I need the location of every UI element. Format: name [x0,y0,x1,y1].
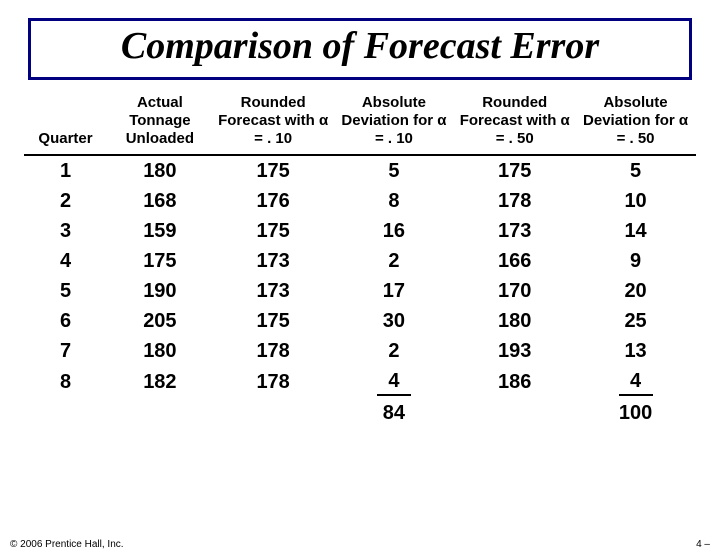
title-box: Comparison of Forecast Error [28,18,692,80]
cell-actual: 182 [107,366,213,398]
col-forecast-10: Rounded Forecast with α = . 10 [213,92,334,155]
table-row: 62051753018025 [24,306,696,336]
col-forecast-50: Rounded Forecast with α = . 50 [454,92,575,155]
cell-d10: 8 [334,186,455,216]
cell-f10: 178 [213,336,334,366]
cell-f50: 186 [454,366,575,398]
cell-f50: 170 [454,276,575,306]
cell-actual: 180 [107,336,213,366]
cell-actual: 180 [107,155,213,186]
cell-quarter: 1 [24,155,107,186]
cell-actual: 205 [107,306,213,336]
table-row: 818217841864 [24,366,696,398]
page-number: 4 – [696,539,710,550]
cell-quarter: 3 [24,216,107,246]
table-header-row: Quarter Actual Tonnage Unloaded Rounded … [24,92,696,155]
cell-f50: 178 [454,186,575,216]
cell-quarter: 5 [24,276,107,306]
table-row: 31591751617314 [24,216,696,246]
cell-quarter: 2 [24,186,107,216]
cell-d10: 30 [334,306,455,336]
cell-f50: 193 [454,336,575,366]
cell-f50: 180 [454,306,575,336]
cell-quarter: 6 [24,306,107,336]
cell-actual: 168 [107,186,213,216]
table-row: 2168176817810 [24,186,696,216]
sum-d50: 100 [575,398,696,428]
table-sum-row: 84 100 [24,398,696,428]
cell-f10: 178 [213,366,334,398]
cell-d10: 2 [334,246,455,276]
cell-d10: 4 [334,366,455,398]
cell-d50: 13 [575,336,696,366]
cell-f10: 175 [213,216,334,246]
slide-title: Comparison of Forecast Error [41,27,679,67]
cell-empty [107,398,213,428]
cell-d50: 14 [575,216,696,246]
forecast-table: Quarter Actual Tonnage Unloaded Rounded … [24,92,696,428]
cell-empty [213,398,334,428]
table-row: 417517321669 [24,246,696,276]
cell-d50: 4 [575,366,696,398]
cell-d10: 2 [334,336,455,366]
cell-d50: 5 [575,155,696,186]
cell-f10: 175 [213,155,334,186]
table-row: 118017551755 [24,155,696,186]
cell-d10: 16 [334,216,455,246]
cell-f10: 173 [213,246,334,276]
cell-quarter: 8 [24,366,107,398]
cell-f50: 173 [454,216,575,246]
cell-d50: 25 [575,306,696,336]
col-deviation-50: Absolute Deviation for α = . 50 [575,92,696,155]
table-row: 51901731717020 [24,276,696,306]
cell-actual: 175 [107,246,213,276]
col-deviation-10: Absolute Deviation for α = . 10 [334,92,455,155]
copyright-text: © 2006 Prentice Hall, Inc. [10,539,124,550]
cell-d50: 10 [575,186,696,216]
col-actual-tonnage: Actual Tonnage Unloaded [107,92,213,155]
forecast-table-wrap: Quarter Actual Tonnage Unloaded Rounded … [24,92,696,428]
cell-f10: 173 [213,276,334,306]
cell-quarter: 7 [24,336,107,366]
table-row: 7180178219313 [24,336,696,366]
cell-f50: 175 [454,155,575,186]
sum-d10: 84 [334,398,455,428]
cell-f50: 166 [454,246,575,276]
cell-d50: 20 [575,276,696,306]
table-body: 1180175517552168176817810315917516173144… [24,155,696,428]
col-quarter: Quarter [24,92,107,155]
cell-empty [454,398,575,428]
cell-f10: 176 [213,186,334,216]
cell-d10: 17 [334,276,455,306]
cell-actual: 159 [107,216,213,246]
cell-d50: 9 [575,246,696,276]
cell-d10: 5 [334,155,455,186]
cell-empty [24,398,107,428]
cell-f10: 175 [213,306,334,336]
cell-actual: 190 [107,276,213,306]
cell-quarter: 4 [24,246,107,276]
